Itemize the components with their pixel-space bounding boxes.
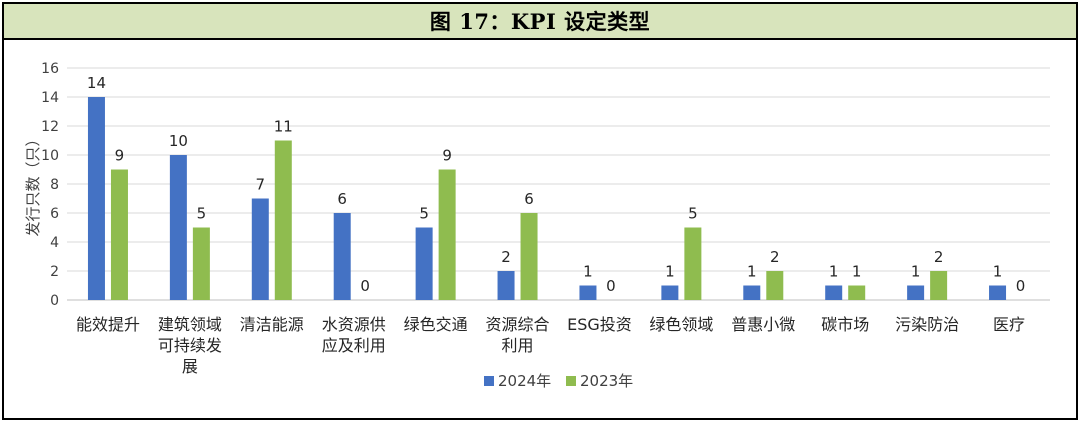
x-tick-label: 能效提升: [76, 315, 140, 334]
bar-2024: [661, 285, 679, 300]
y-tick-label: 14: [41, 90, 59, 106]
data-label: 1: [583, 263, 593, 281]
x-tick-label: 医疗: [993, 315, 1025, 334]
y-tick-label: 12: [41, 119, 59, 135]
data-label: 10: [169, 132, 188, 150]
x-tick-label: 碳市场: [821, 315, 869, 334]
data-label: 2: [501, 248, 511, 266]
y-tick-label: 4: [50, 235, 59, 251]
data-label: 1: [665, 263, 675, 281]
y-tick-label: 2: [50, 264, 59, 280]
bar-2024: [415, 227, 433, 300]
x-tick-label: 展: [182, 357, 198, 376]
data-label: 1: [993, 263, 1003, 281]
bar-2023: [930, 271, 948, 300]
bar-2023: [520, 213, 538, 300]
y-tick-label: 8: [50, 177, 59, 193]
bar-2024: [579, 285, 597, 300]
bar-2024: [497, 271, 515, 300]
y-tick-label: 16: [41, 61, 59, 77]
bar-2024: [87, 97, 105, 300]
data-label: 0: [360, 277, 370, 295]
data-label: 11: [274, 118, 293, 136]
data-label: 1: [911, 263, 921, 281]
y-axis-label: 发行只数（只）: [24, 131, 42, 236]
data-label: 2: [770, 248, 780, 266]
data-label: 6: [337, 190, 347, 208]
legend-swatch: [484, 376, 494, 386]
x-tick-label: 水资源供: [322, 315, 386, 334]
data-label: 6: [524, 190, 534, 208]
data-label: 9: [442, 147, 452, 165]
y-tick-label: 10: [41, 148, 59, 164]
data-label: 1: [829, 263, 839, 281]
data-label: 1: [747, 263, 757, 281]
data-label: 0: [606, 277, 616, 295]
chart-area: 0 2 4 6 8 10 12 14 16 发行只数（只） 14 10 7 6 5 2 1 1 1 1 1 1 9 5 11 0 9…: [4, 40, 1076, 418]
bar-2024: [743, 285, 761, 300]
data-label: 7: [256, 176, 266, 194]
data-label: 5: [197, 205, 207, 223]
x-tick-label: 污染防治: [895, 315, 959, 334]
x-tick-label: 建筑领域: [158, 315, 222, 334]
bar-2024: [825, 285, 843, 300]
bar-2024: [251, 198, 269, 300]
bar-2024: [333, 213, 351, 300]
x-tick-label: 清洁能源: [240, 315, 304, 334]
bar-2023: [192, 227, 210, 300]
title-bar: 图 17：KPI 设定类型: [4, 4, 1076, 40]
y-tick-label: 6: [50, 206, 59, 222]
bar-2023: [110, 169, 128, 300]
bar-2023: [274, 140, 292, 300]
data-label: 5: [419, 205, 429, 223]
data-label: 5: [688, 205, 698, 223]
legend-label: 2023年: [580, 372, 633, 390]
data-label: 2: [934, 248, 944, 266]
legend-label: 2024年: [498, 372, 551, 390]
x-tick-label: 资源综合: [486, 315, 550, 334]
x-tick-label: 应及利用: [322, 336, 386, 355]
x-tick-label: 绿色交通: [404, 315, 468, 334]
bar-2024: [989, 285, 1007, 300]
x-tick-label: 可持续发: [158, 336, 222, 355]
legend-swatch: [566, 376, 576, 386]
x-tick-label: 普惠小微: [731, 315, 795, 334]
bar-2024: [169, 155, 187, 300]
bar-2024: [907, 285, 925, 300]
bar-2023: [766, 271, 784, 300]
y-tick-label: 0: [50, 293, 59, 309]
chart-title: 图 17：KPI 设定类型: [429, 9, 651, 34]
bar-2023: [684, 227, 702, 300]
x-tick-label: 利用: [502, 336, 534, 355]
data-label: 9: [115, 147, 125, 165]
x-tick-label: 绿色领域: [649, 315, 713, 334]
data-label: 0: [1016, 277, 1026, 295]
data-label: 1: [852, 263, 862, 281]
bar-2023: [848, 285, 866, 300]
data-label: 14: [87, 74, 106, 92]
bar-2023: [438, 169, 456, 300]
x-tick-label: ESG投资: [567, 315, 632, 334]
